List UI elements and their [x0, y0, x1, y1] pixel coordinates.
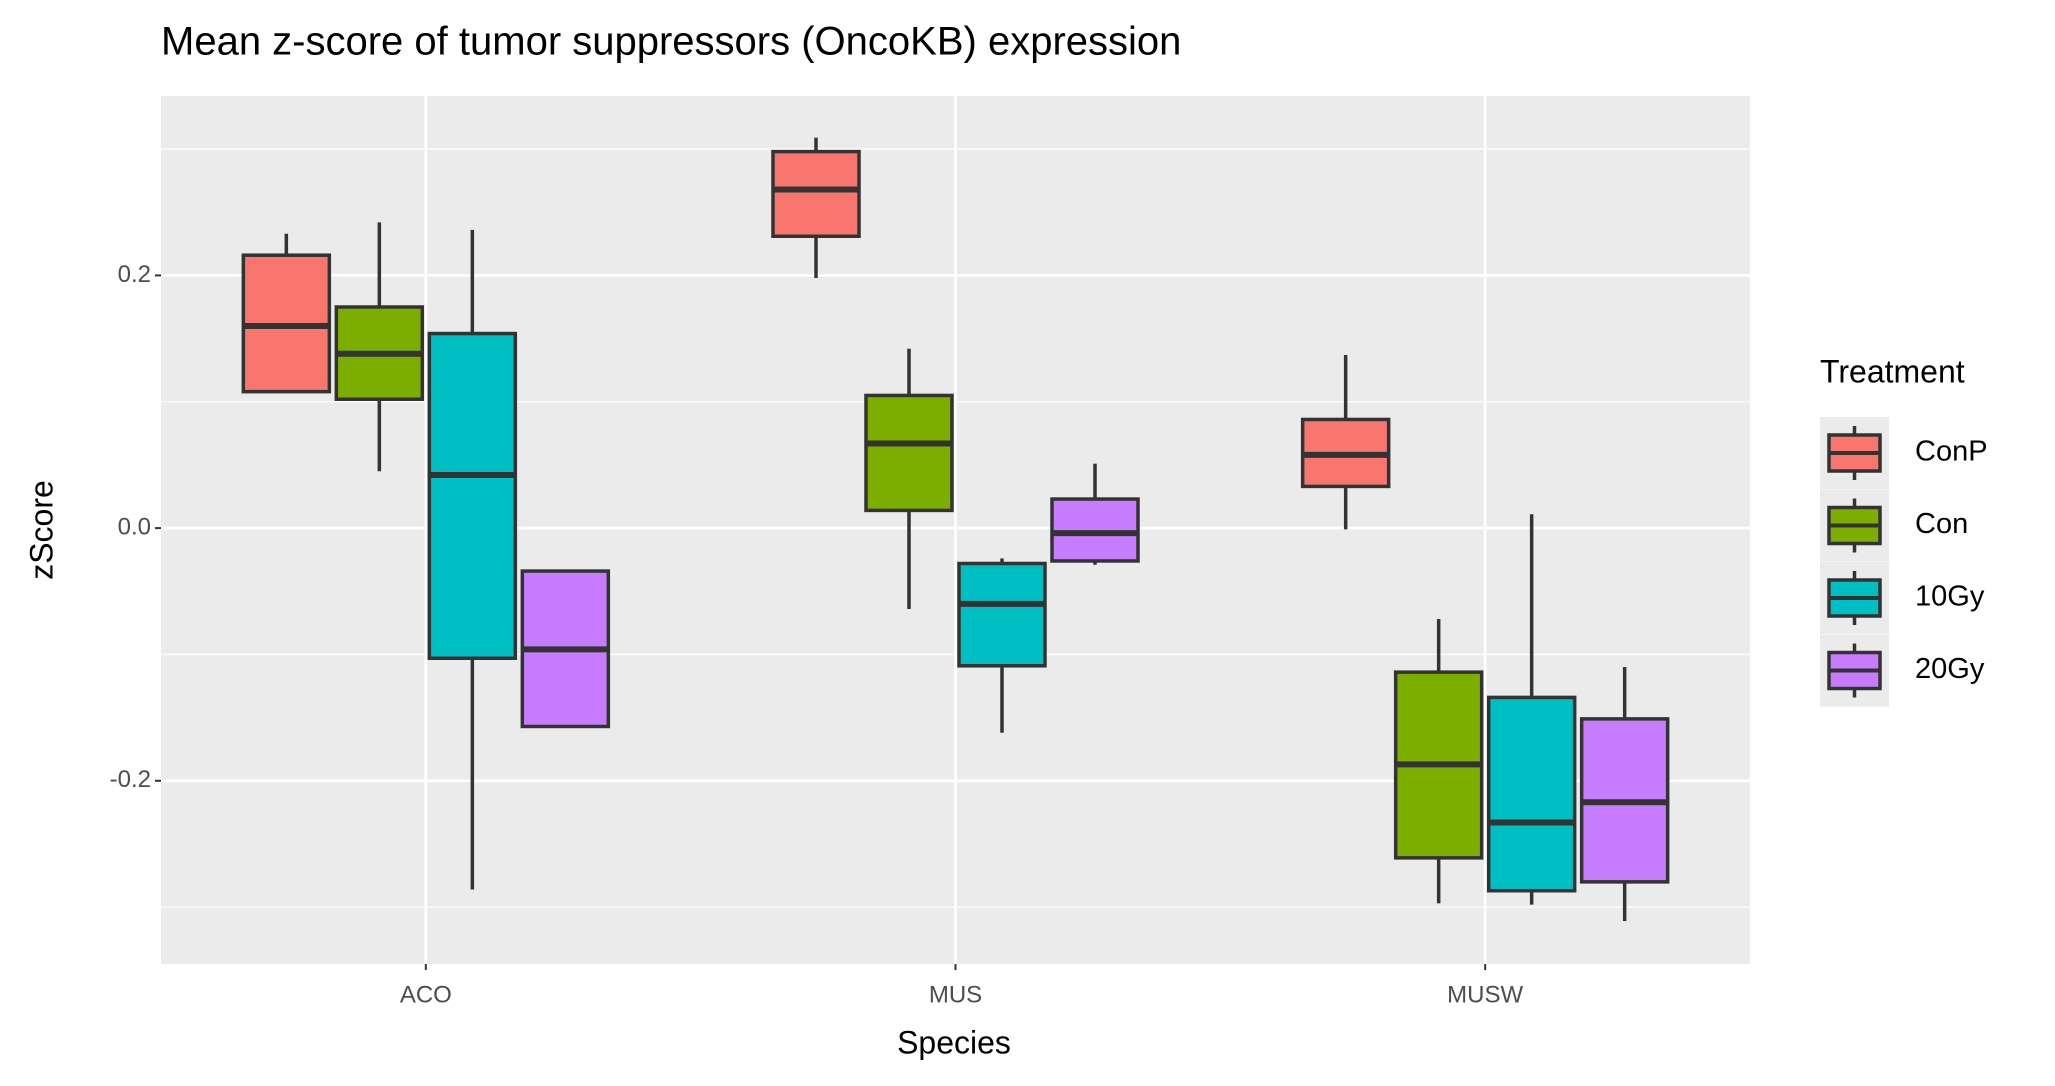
- y-tick-label: 0.2: [118, 261, 151, 288]
- box: [1486, 695, 1577, 893]
- legend-label: 20Gy: [1915, 653, 1985, 685]
- legend-title: Treatment: [1820, 353, 1965, 389]
- x-axis-title: Species: [897, 1024, 1011, 1060]
- x-tick-label: MUSW: [1447, 981, 1523, 1008]
- y-tick-label: -0.2: [110, 766, 151, 793]
- box: [427, 331, 518, 660]
- box: [957, 561, 1047, 668]
- legend-label: Con: [1915, 508, 1968, 540]
- x-tick-label: MUS: [929, 981, 982, 1008]
- legend-label: ConP: [1915, 436, 1988, 468]
- box: [1050, 497, 1140, 563]
- box: [864, 393, 954, 513]
- box: [771, 149, 861, 238]
- chart-title: Mean z-score of tumor suppressors (OncoK…: [161, 20, 1181, 64]
- x-tick-label: ACO: [400, 981, 452, 1008]
- legend-label: 10Gy: [1915, 581, 1985, 613]
- y-axis-title: zScore: [23, 480, 59, 580]
- y-tick-label: 0.0: [118, 513, 151, 540]
